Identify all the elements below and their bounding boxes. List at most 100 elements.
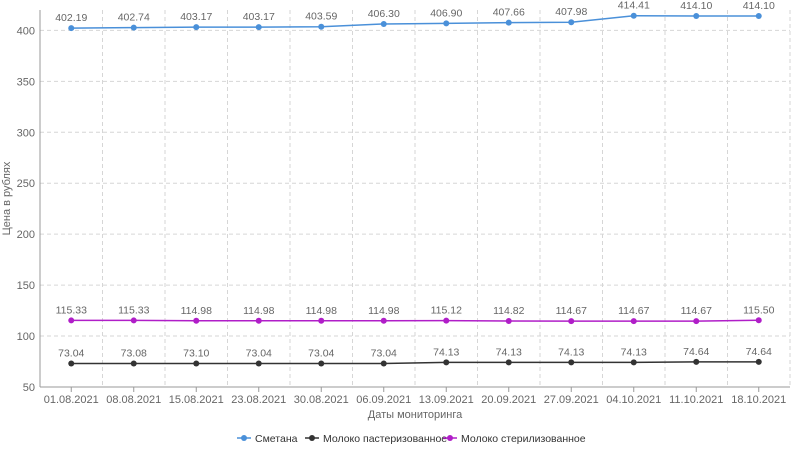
data-label: 403.59 <box>305 11 337 23</box>
data-label: 114.67 <box>681 305 712 317</box>
y-tick-label: 400 <box>17 25 35 37</box>
x-tick-label: 20.09.2021 <box>481 394 536 406</box>
data-label: 114.98 <box>306 305 337 317</box>
data-label: 414.41 <box>618 0 650 12</box>
data-point[interactable] <box>693 13 700 20</box>
axes: 50 100 150 200 250 300 350 400 01.08.2021 08.08.2… <box>17 10 790 406</box>
data-point[interactable] <box>568 359 575 366</box>
data-label: 115.33 <box>118 304 149 316</box>
data-point[interactable] <box>693 358 700 365</box>
data-point[interactable] <box>505 317 512 324</box>
data-point[interactable] <box>380 317 387 324</box>
data-point[interactable] <box>68 317 75 324</box>
data-point[interactable] <box>130 24 137 31</box>
data-point[interactable] <box>318 360 325 367</box>
y-tick-label: 150 <box>17 280 35 292</box>
data-point[interactable] <box>193 360 200 367</box>
data-label: 74.13 <box>433 346 459 358</box>
data-label: 403.17 <box>243 11 275 23</box>
x-tick-label: 13.09.2021 <box>419 394 474 406</box>
data-point[interactable] <box>505 359 512 366</box>
data-label: 414.10 <box>680 0 712 12</box>
legend: Сметана Молоко пастеризованное Молоко стер… <box>237 433 586 445</box>
y-tick-label: 300 <box>17 127 35 139</box>
data-point[interactable] <box>318 23 325 30</box>
data-point[interactable] <box>255 317 262 324</box>
data-point[interactable] <box>380 20 387 27</box>
x-tick-label: 08.08.2021 <box>106 394 161 406</box>
data-point[interactable] <box>568 318 575 325</box>
y-tick-label: 50 <box>23 382 35 394</box>
data-label: 73.04 <box>246 348 272 360</box>
data-point[interactable] <box>255 360 262 367</box>
y-axis-title: Цена в рублях <box>1 161 13 235</box>
data-point[interactable] <box>630 359 637 366</box>
data-label: 73.08 <box>121 347 147 359</box>
data-point[interactable] <box>505 19 512 26</box>
x-tick-label: 18.10.2021 <box>731 394 786 406</box>
data-label: 114.98 <box>243 305 274 317</box>
legend-label: Молоко пастеризованное <box>323 433 447 445</box>
data-label: 74.64 <box>746 346 772 358</box>
legend-item[interactable]: Молоко стерилизованное <box>443 433 586 445</box>
data-point[interactable] <box>68 360 75 367</box>
x-tick-label: 06.09.2021 <box>356 394 411 406</box>
legend-marker-dot <box>241 435 247 441</box>
data-point[interactable] <box>443 317 450 324</box>
data-label: 114.67 <box>618 305 649 317</box>
data-label: 403.17 <box>180 11 212 23</box>
data-label: 115.33 <box>56 304 87 316</box>
data-label: 115.50 <box>743 304 774 316</box>
x-tick-label: 30.08.2021 <box>294 394 349 406</box>
x-tick-label: 15.08.2021 <box>169 394 224 406</box>
x-tick-label: 23.08.2021 <box>231 394 286 406</box>
x-tick-label: 27.09.2021 <box>544 394 599 406</box>
data-label: 73.04 <box>308 348 334 360</box>
series-line <box>71 14 759 29</box>
series-line <box>71 361 759 365</box>
legend-marker-dot <box>309 435 315 441</box>
data-point[interactable] <box>755 358 762 365</box>
data-point[interactable] <box>68 25 75 32</box>
data-point[interactable] <box>568 19 575 26</box>
data-point[interactable] <box>193 317 200 324</box>
data-point[interactable] <box>443 359 450 366</box>
x-axis-title: Даты мониторинга <box>368 409 463 421</box>
data-point[interactable] <box>380 360 387 367</box>
data-label: 73.04 <box>58 348 84 360</box>
data-label: 407.66 <box>493 7 525 19</box>
data-label: 406.90 <box>430 7 462 19</box>
data-point[interactable] <box>255 24 262 31</box>
data-point[interactable] <box>193 24 200 31</box>
data-point[interactable] <box>630 318 637 325</box>
data-point[interactable] <box>755 13 762 20</box>
data-label: 73.04 <box>371 348 397 360</box>
data-point[interactable] <box>630 12 637 19</box>
data-point[interactable] <box>443 20 450 27</box>
x-tick-label: 11.10.2021 <box>669 394 723 406</box>
data-label: 73.10 <box>183 347 209 359</box>
data-label: 406.30 <box>368 8 400 20</box>
y-tick-label: 250 <box>17 178 35 190</box>
data-label: 114.82 <box>493 305 524 317</box>
data-label: 74.13 <box>621 346 647 358</box>
series-layer <box>68 12 762 367</box>
y-tick-label: 350 <box>17 76 35 88</box>
legend-item[interactable]: Молоко пастеризованное <box>305 433 447 445</box>
data-label: 402.19 <box>55 12 87 24</box>
data-point[interactable] <box>130 360 137 367</box>
data-label: 74.13 <box>558 346 584 358</box>
data-point[interactable] <box>755 317 762 324</box>
series-3 <box>68 317 762 325</box>
data-label: 74.13 <box>496 346 522 358</box>
legend-label: Молоко стерилизованное <box>461 433 586 445</box>
y-tick-label: 200 <box>17 229 35 241</box>
data-label: 402.74 <box>118 12 150 24</box>
data-point[interactable] <box>130 317 137 324</box>
legend-item[interactable]: Сметана <box>237 433 298 445</box>
data-point[interactable] <box>318 317 325 324</box>
data-label: 114.98 <box>181 305 212 317</box>
x-tick-label: 01.08.2021 <box>44 394 99 406</box>
data-point[interactable] <box>693 318 700 325</box>
